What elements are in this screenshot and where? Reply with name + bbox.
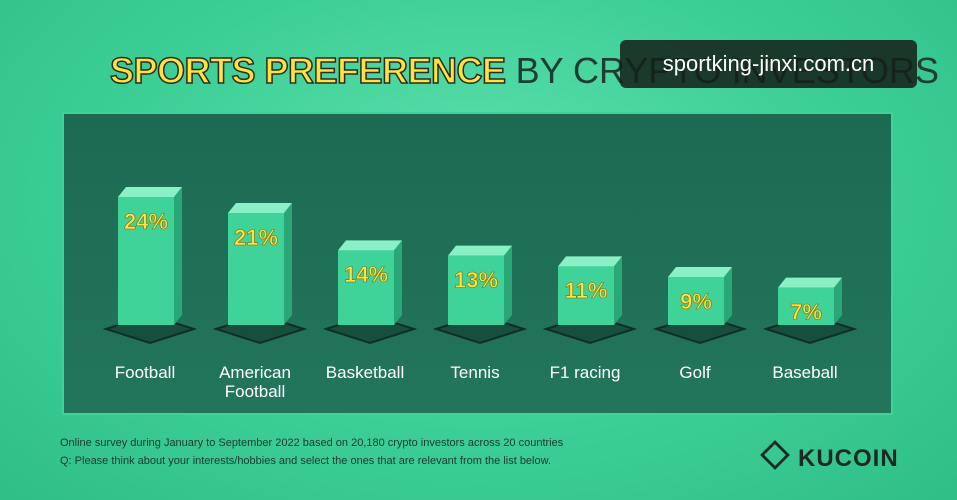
title-highlight: SPORTS PREFERENCE xyxy=(109,49,507,92)
value-label: 13% xyxy=(454,267,498,292)
bar-side xyxy=(504,245,512,325)
bar-side xyxy=(724,267,732,325)
bar-top xyxy=(338,240,402,251)
value-label: 7% xyxy=(790,299,822,324)
category-label: Tennis xyxy=(450,363,500,382)
bar xyxy=(338,250,394,325)
bar xyxy=(558,266,614,325)
value-label: 11% xyxy=(565,278,608,303)
bar-top xyxy=(118,187,182,197)
bar-top xyxy=(778,277,842,288)
bar-side xyxy=(174,187,182,325)
bar-top xyxy=(228,203,292,213)
bar xyxy=(448,255,504,325)
category-label: F1 racing xyxy=(549,363,621,382)
bar xyxy=(778,287,834,325)
bar-side xyxy=(284,203,292,325)
bar xyxy=(668,277,724,325)
category-label: Football xyxy=(114,363,176,382)
bar-side xyxy=(834,277,842,325)
note: Q: Please think about your interests/hob… xyxy=(60,455,552,467)
note: Online survey during January to Septembe… xyxy=(60,437,564,449)
bar-top xyxy=(558,256,622,267)
category-label: American Football xyxy=(219,363,291,401)
bar-side xyxy=(394,240,402,325)
bar xyxy=(118,197,174,325)
value-label: 21% xyxy=(234,225,278,250)
bar-top xyxy=(668,267,732,277)
brand-logo: KUCOIN xyxy=(760,440,899,473)
value-label: 9% xyxy=(680,289,712,314)
category-label: Basketball xyxy=(325,363,405,382)
watermark: sportking-jinxi.com.cn xyxy=(620,40,917,88)
bar xyxy=(228,213,284,325)
category-label: Baseball xyxy=(772,363,838,382)
value-label: 24% xyxy=(124,209,168,234)
value-label: 14% xyxy=(344,262,388,287)
bar-side xyxy=(614,256,622,325)
category-label: Golf xyxy=(679,363,711,382)
bar-top xyxy=(448,245,512,256)
